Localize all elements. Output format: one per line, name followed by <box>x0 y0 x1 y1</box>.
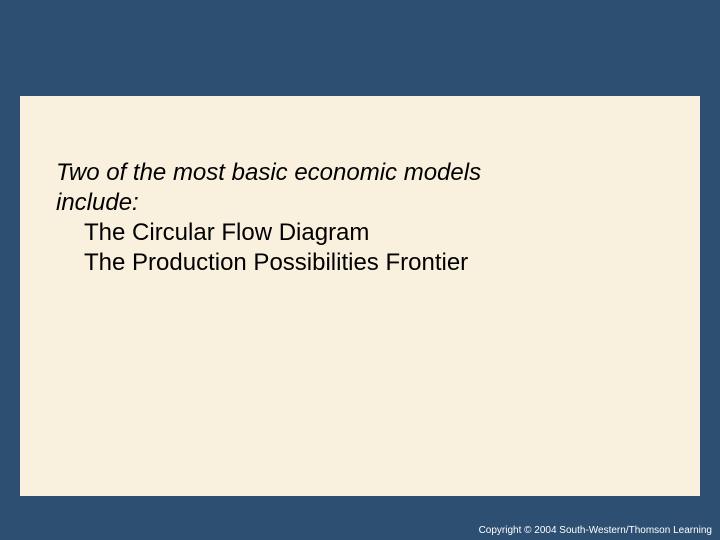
footer-area: Copyright © 2004 South-Western/Thomson L… <box>0 496 720 540</box>
copyright-text: Copyright © 2004 South-Western/Thomson L… <box>479 525 712 536</box>
top-band <box>0 0 720 96</box>
intro-text-line2: include: <box>56 188 672 218</box>
content-panel: Two of the most basic economic models in… <box>20 96 700 496</box>
slide-container: Two of the most basic economic models in… <box>0 0 720 540</box>
intro-text-line1: Two of the most basic economic models <box>56 158 672 188</box>
bullet-item-2: The Production Possibilities Frontier <box>56 248 672 278</box>
bullet-item-1: The Circular Flow Diagram <box>56 218 672 248</box>
